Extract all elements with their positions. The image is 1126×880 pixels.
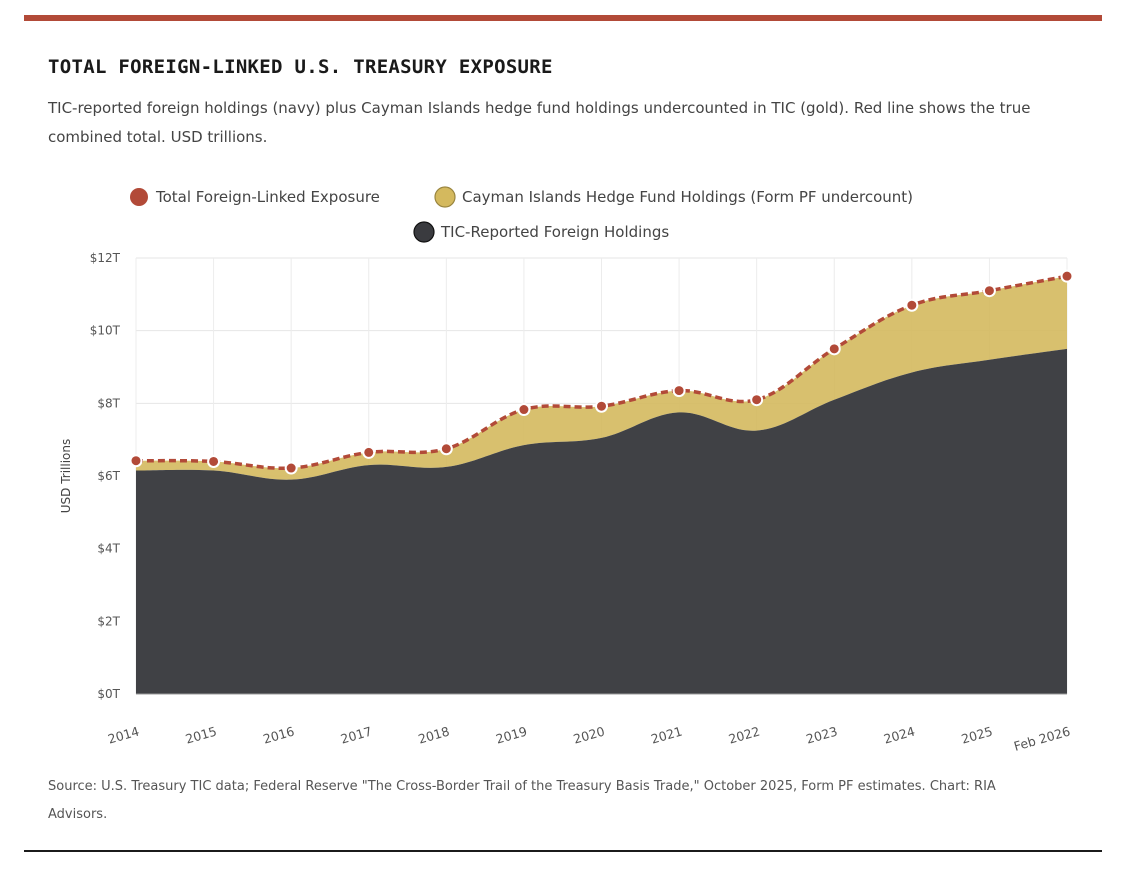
x-tick-label: Feb 2026 xyxy=(1012,723,1072,753)
x-tick-label: 2014 xyxy=(106,723,141,746)
bottom-rule xyxy=(24,850,1102,852)
x-tick-label: 2017 xyxy=(339,723,374,746)
source-note: Source: U.S. Treasury TIC data; Federal … xyxy=(48,779,996,822)
x-tick-label: 2020 xyxy=(572,723,607,746)
x-tick-label: 2025 xyxy=(960,723,995,746)
legend-label-cayman: Cayman Islands Hedge Fund Holdings (Form… xyxy=(462,188,913,206)
x-tick-label: 2021 xyxy=(649,723,684,746)
x-tick-label: 2024 xyxy=(882,723,917,746)
x-tick-label: 2015 xyxy=(184,723,219,746)
cayman-area xyxy=(136,276,1067,480)
total-point xyxy=(284,461,298,475)
y-tick-label: $6T xyxy=(97,469,120,483)
total-point xyxy=(129,454,143,468)
tic-area xyxy=(136,348,1067,694)
legend-swatch-cayman xyxy=(434,186,456,208)
x-tick-label: 2022 xyxy=(727,723,762,746)
x-tick-label: 2016 xyxy=(261,723,296,746)
total-point xyxy=(439,442,453,456)
total-point xyxy=(750,393,764,407)
y-tick-label: $2T xyxy=(97,614,120,628)
top-rule xyxy=(24,15,1102,21)
total-point xyxy=(207,454,221,468)
x-tick-label: 2023 xyxy=(804,723,839,746)
y-axis-label: USD Trillions xyxy=(59,439,73,514)
total-point xyxy=(595,399,608,413)
chart-subtitle: TIC-reported foreign holdings (navy) plu… xyxy=(48,99,1031,146)
total-point xyxy=(672,384,686,398)
y-tick-label: $12T xyxy=(90,251,121,265)
chart-title: TOTAL FOREIGN-LINKED U.S. TREASURY EXPOS… xyxy=(48,56,553,78)
legend-swatch-total xyxy=(130,188,148,206)
total-point xyxy=(982,284,996,298)
y-tick-label: $4T xyxy=(97,542,120,556)
total-point xyxy=(517,403,531,417)
y-tick-label: $10T xyxy=(90,324,121,338)
legend-swatch-tic xyxy=(413,221,435,243)
legend-label-total: Total Foreign-Linked Exposure xyxy=(155,188,380,206)
x-tick-label: 2018 xyxy=(416,723,451,746)
y-tick-label: $8T xyxy=(97,396,120,410)
total-point xyxy=(905,298,919,312)
total-point xyxy=(827,342,841,356)
total-point xyxy=(362,445,376,459)
total-point xyxy=(1060,269,1074,283)
y-tick-label: $0T xyxy=(97,687,120,701)
x-tick-label: 2019 xyxy=(494,723,529,746)
legend-label-tic: TIC-Reported Foreign Holdings xyxy=(440,223,669,241)
